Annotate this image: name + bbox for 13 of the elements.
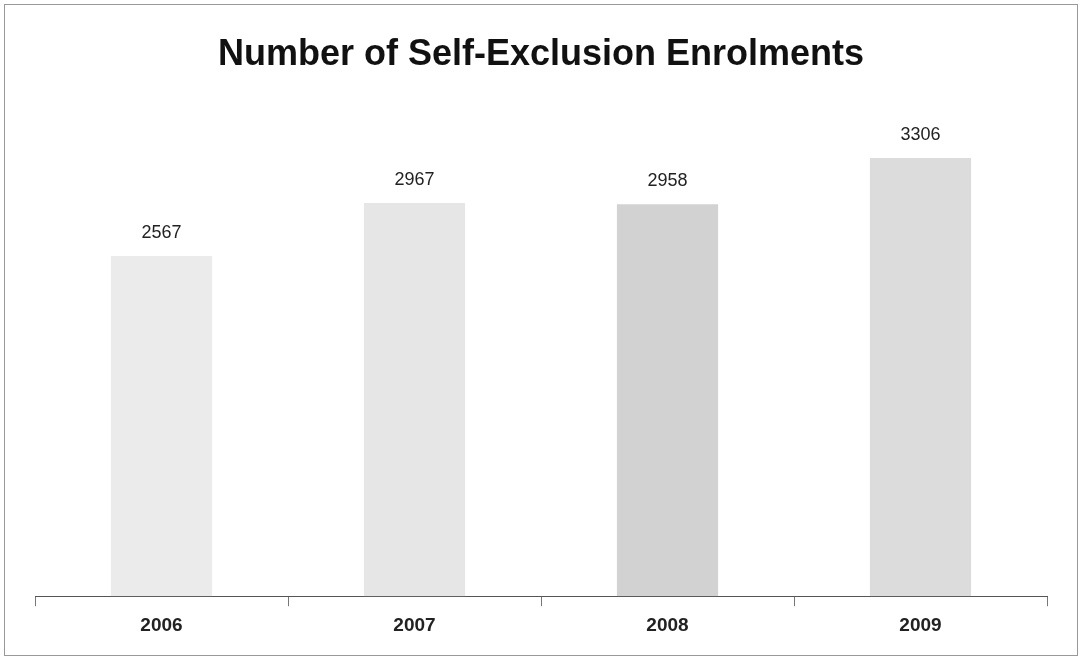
bar: [363, 203, 466, 597]
bar: [110, 256, 213, 597]
bar: [869, 158, 972, 597]
x-tick-label: 2007: [393, 613, 436, 635]
data-label: 2567: [141, 222, 182, 242]
chart-title: Number of Self-Exclusion Enrolments: [217, 31, 865, 73]
data-label: 3306: [900, 124, 941, 145]
x-tick-label: 2009: [899, 613, 942, 635]
data-label: 2958: [647, 170, 688, 191]
x-tick-label: 2008: [646, 613, 689, 635]
x-tick-label: 2006: [140, 613, 183, 635]
data-label: 2967: [394, 169, 435, 189]
bar: [616, 204, 719, 597]
